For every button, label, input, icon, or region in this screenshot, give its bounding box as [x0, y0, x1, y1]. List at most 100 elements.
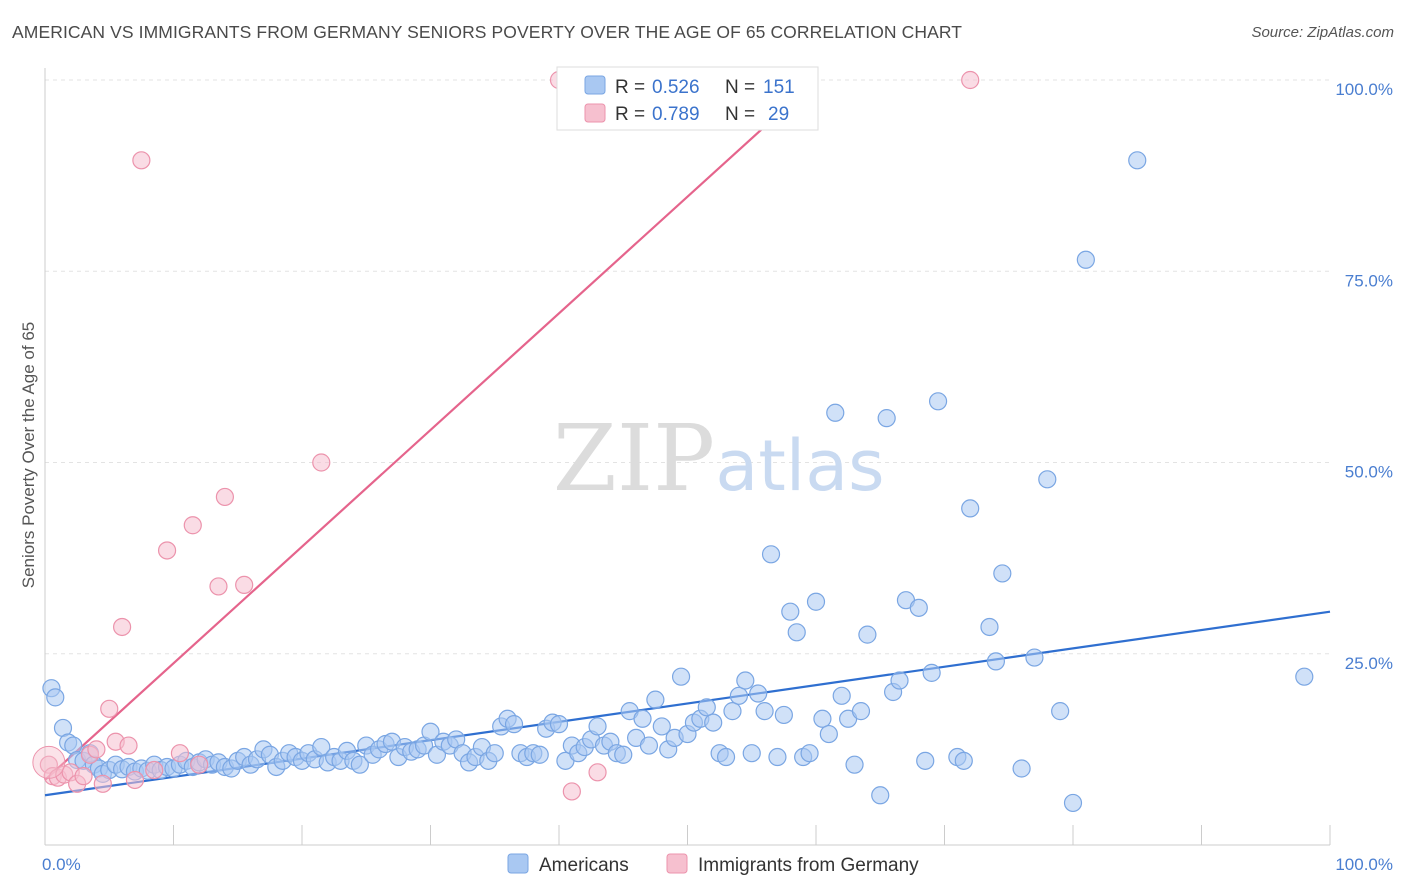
- point-americans-87: [588, 717, 607, 736]
- point-americans-44: [312, 737, 331, 757]
- point-americans-61: [421, 722, 440, 741]
- point-americans-74: [504, 715, 524, 734]
- y-tick-label-2: 75.0%: [1345, 271, 1393, 290]
- point-germany-20: [190, 755, 209, 774]
- legend-label-americans: Americans: [539, 855, 629, 876]
- point-germany-23: [235, 575, 254, 595]
- stats-n-label-germany: N =: [725, 104, 755, 125]
- stats-r-value-americans: 0.526: [652, 77, 700, 98]
- point-germany-12: [112, 617, 132, 637]
- point-americans-150: [1076, 250, 1095, 269]
- point-germany-6: [74, 767, 93, 786]
- point-americans-148: [1051, 702, 1070, 721]
- point-americans-125: [832, 686, 851, 705]
- x-tick-label-1: 100.0%: [1335, 855, 1393, 874]
- stats-r-label-germany: R =: [615, 104, 645, 125]
- point-americans-78: [530, 745, 549, 764]
- point-americans-108: [723, 702, 742, 721]
- y-tick-label-1: 50.0%: [1345, 463, 1393, 482]
- point-americans-133: [890, 671, 909, 690]
- series-legend: Americans Immigrants from Germany: [507, 853, 919, 876]
- point-americans-112: [749, 684, 768, 703]
- point-americans-117: [781, 602, 800, 621]
- watermark-atlas: atlas: [715, 425, 884, 507]
- point-germany-21: [209, 577, 228, 596]
- point-americans-136: [916, 751, 935, 770]
- y-tick-labels: 25.0% 50.0% 75.0% 100.0%: [1335, 80, 1393, 673]
- stats-n-value-americans: 151: [763, 77, 795, 98]
- legend-label-germany: Immigrants from Germany: [698, 855, 919, 876]
- point-americans-131: [877, 409, 896, 428]
- point-americans-97: [652, 717, 671, 736]
- point-germany-14: [125, 770, 145, 790]
- point-germany-22: [215, 487, 234, 507]
- point-americans-94: [633, 709, 652, 728]
- point-americans-140: [954, 751, 973, 770]
- point-americans-121: [806, 592, 826, 611]
- point-americans-137: [922, 663, 941, 682]
- source-label: Source: ZipAtlas.com: [1251, 24, 1394, 41]
- point-germany-15: [132, 151, 151, 170]
- point-americans-122: [813, 709, 832, 728]
- point-germany-10: [100, 699, 119, 718]
- point-americans-95: [639, 736, 659, 755]
- point-americans-151: [1128, 151, 1147, 170]
- point-americans-107: [716, 747, 736, 767]
- point-germany-large: [32, 745, 66, 779]
- point-germany-24: [312, 453, 331, 472]
- point-americans-114: [761, 545, 781, 564]
- point-americans-104: [697, 698, 716, 717]
- legend-swatch-americans: [507, 853, 529, 874]
- stats-swatch-americans: [584, 75, 606, 95]
- y-axis-label: Seniors Poverty Over the Age of 65: [19, 322, 38, 588]
- point-germany-16: [145, 760, 164, 780]
- point-americans-115: [768, 747, 787, 767]
- point-americans-149: [1063, 793, 1083, 813]
- point-americans-116: [774, 705, 793, 725]
- point-germany-17: [157, 541, 177, 560]
- point-americans-118: [787, 623, 806, 642]
- point-americans-105: [704, 713, 723, 732]
- watermark: ZIP atlas: [553, 405, 885, 512]
- point-americans-110: [736, 671, 755, 690]
- x-tick-labels: 0.0% 100.0%: [42, 855, 1393, 874]
- point-americans-130: [871, 786, 890, 805]
- stats-r-value-germany: 0.789: [652, 104, 700, 125]
- point-americans-1: [46, 688, 65, 707]
- point-americans-71: [485, 744, 504, 763]
- x-tick-label-0: 0.0%: [42, 855, 81, 874]
- point-americans-113: [755, 702, 774, 721]
- point-americans-120: [800, 744, 819, 763]
- axes: [44, 68, 1331, 846]
- trend-line-germany: [44, 79, 817, 781]
- chart-title: AMERICAN VS IMMIGRANTS FROM GERMANY SENI…: [12, 22, 963, 42]
- stats-n-label-americans: N =: [725, 77, 755, 98]
- point-americans-124: [826, 403, 845, 422]
- point-americans-128: [851, 702, 871, 721]
- point-americans-100: [671, 667, 691, 686]
- point-americans-127: [845, 755, 864, 774]
- point-americans-129: [858, 625, 877, 644]
- point-americans-123: [819, 724, 838, 744]
- y-tick-label-0: 25.0%: [1345, 654, 1393, 673]
- legend-swatch-germany: [666, 853, 688, 874]
- point-germany-19: [183, 516, 202, 535]
- y-tick-label-3: 100.0%: [1335, 80, 1393, 99]
- point-germany-8: [87, 740, 106, 759]
- point-germany-27: [588, 763, 607, 782]
- point-americans-91: [614, 745, 633, 764]
- point-germany-26: [562, 782, 581, 801]
- point-germany-18: [170, 744, 190, 763]
- point-americans-143: [986, 652, 1006, 671]
- point-americans-145: [1012, 759, 1031, 778]
- point-americans-111: [742, 744, 761, 763]
- watermark-zip: ZIP: [553, 405, 715, 512]
- stats-legend: R = 0.526 N = 151 R = 0.789 N = 29: [556, 66, 819, 131]
- point-americans-141: [961, 499, 980, 518]
- point-americans-81: [549, 715, 569, 734]
- point-americans-147: [1038, 470, 1057, 489]
- point-americans-96: [646, 690, 665, 709]
- point-americans-50: [350, 755, 369, 774]
- point-germany-9: [93, 774, 112, 793]
